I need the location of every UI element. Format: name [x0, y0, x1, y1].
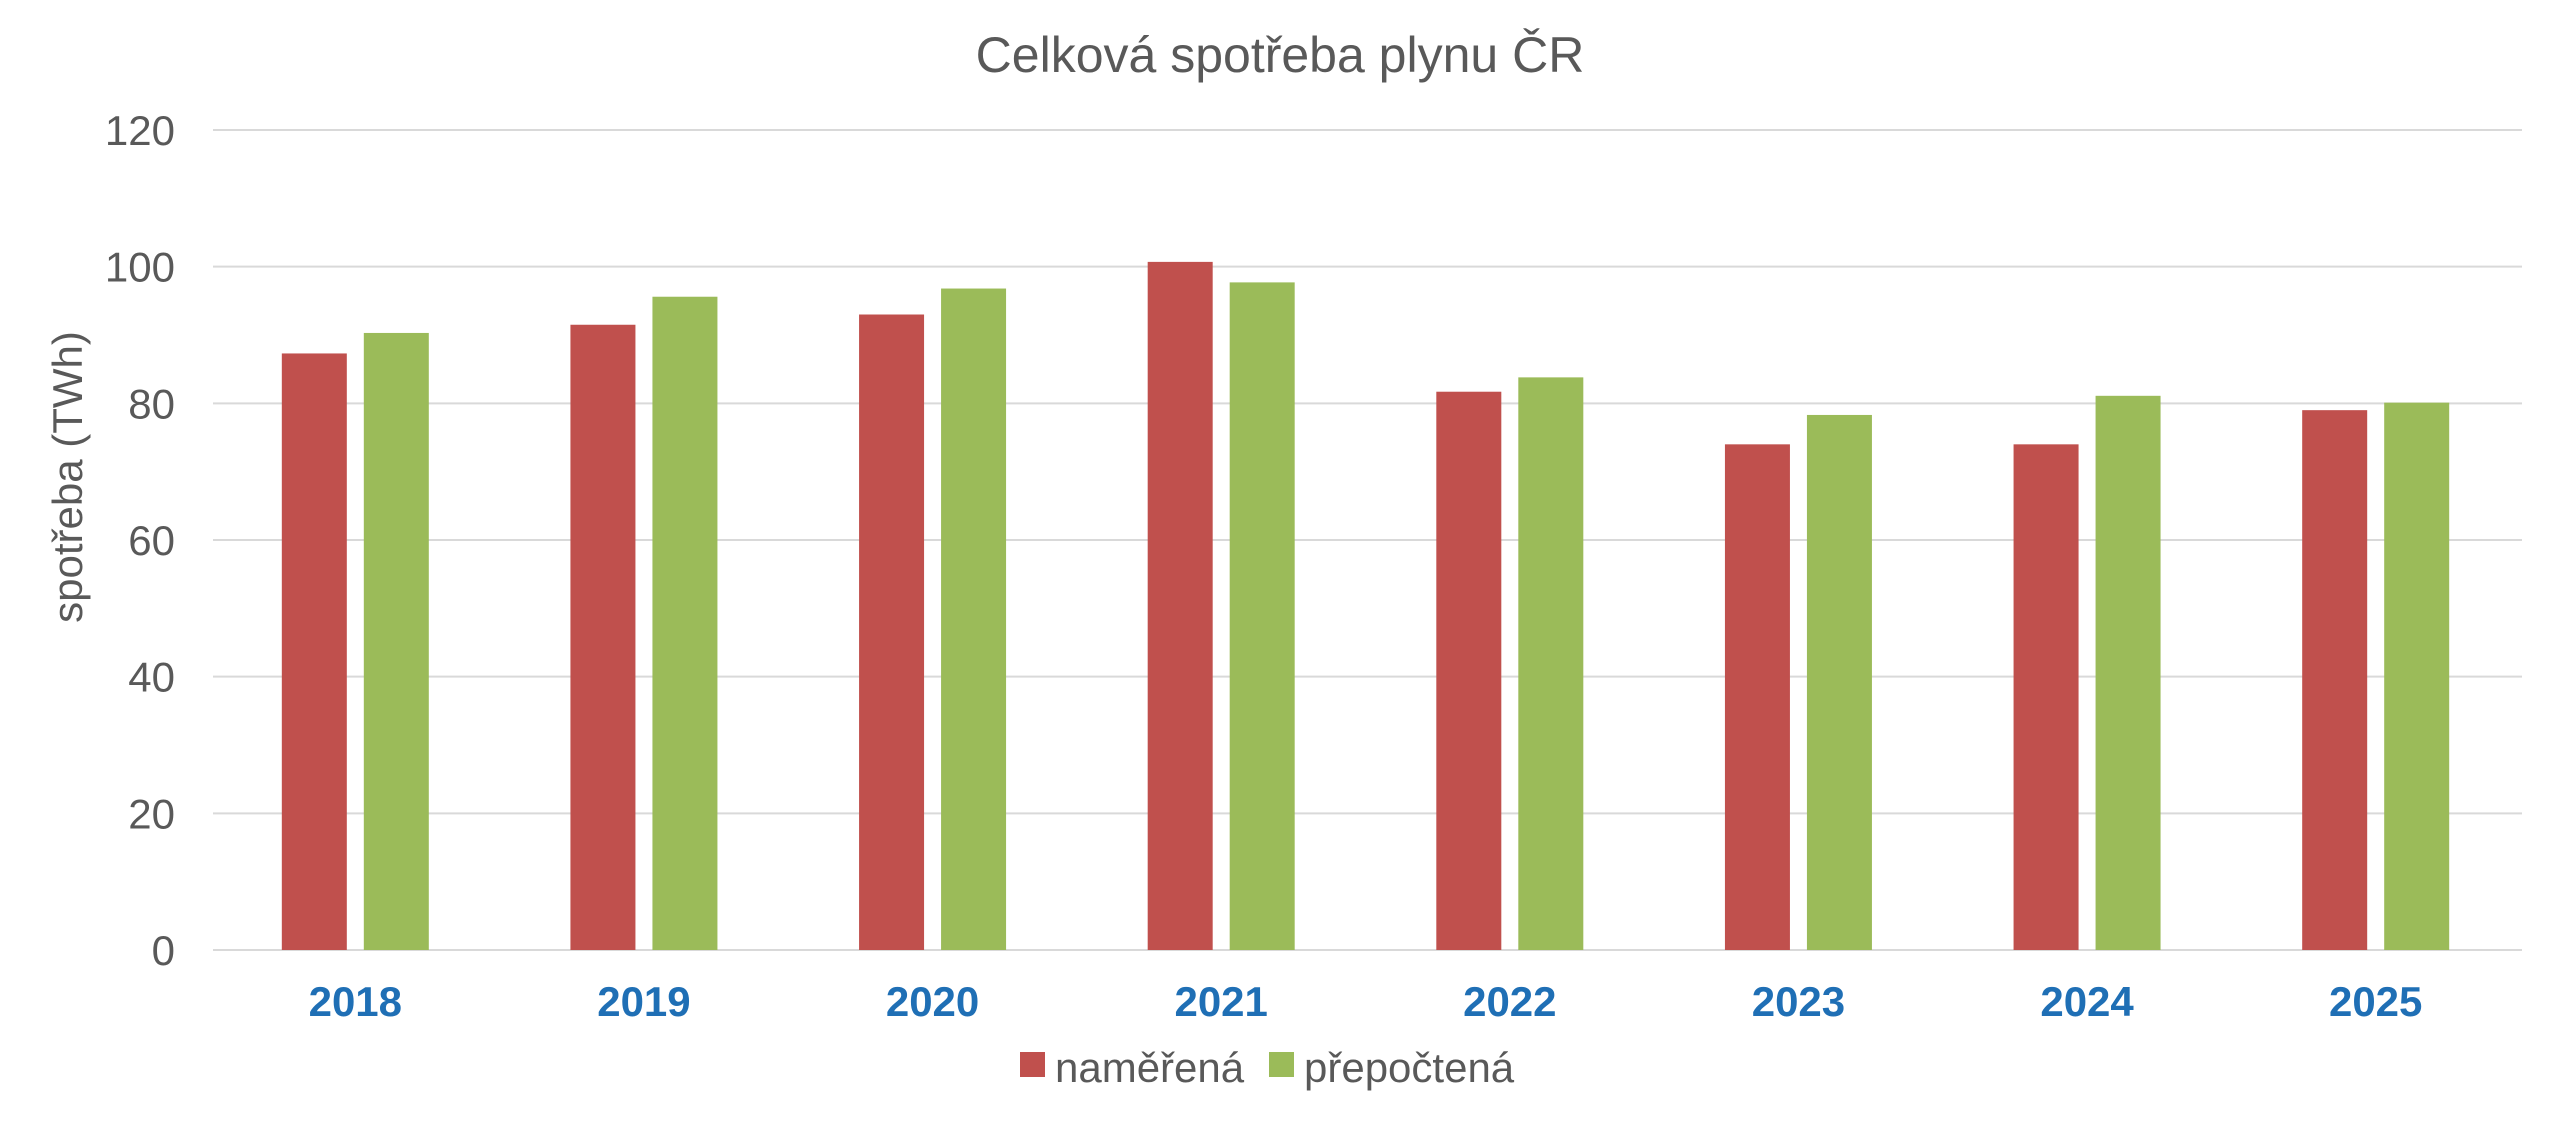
y-tick-label: 20 — [128, 790, 175, 837]
x-axis-ticks: 2018 2019 2020 2021 2022 2023 2024 2025 — [309, 978, 2423, 1025]
bar-2019-series-1 — [570, 324, 636, 950]
bar-2018-series-2 — [363, 332, 429, 950]
x-tick-label: 2021 — [1174, 978, 1267, 1025]
x-tick-label: 2023 — [1752, 978, 1845, 1025]
y-axis-ticks: 0 20 40 60 80 100 120 — [105, 107, 175, 974]
bar-2023-series-1 — [1724, 444, 1790, 950]
chart-title: Celková spotřeba plynu ČR — [976, 27, 1585, 83]
bar-2023-series-2 — [1806, 414, 1872, 950]
x-tick-label: 2024 — [2040, 978, 2134, 1025]
bar-2025-series-2 — [2384, 402, 2450, 950]
y-tick-label: 40 — [128, 654, 175, 701]
y-tick-label: 60 — [128, 517, 175, 564]
y-tick-label: 100 — [105, 244, 175, 291]
x-tick-label: 2022 — [1463, 978, 1556, 1025]
bar-2022-series-1 — [1436, 391, 1502, 950]
legend-label: naměřená — [1055, 1044, 1245, 1091]
legend-swatch — [1269, 1052, 1294, 1077]
bar-2021-series-2 — [1229, 282, 1295, 951]
legend-label: přepočtená — [1304, 1044, 1515, 1091]
x-tick-label: 2025 — [2329, 978, 2422, 1025]
bar-2024-series-2 — [2095, 395, 2161, 951]
y-tick-label: 120 — [105, 107, 175, 154]
x-tick-label: 2019 — [597, 978, 690, 1025]
bar-2024-series-1 — [2013, 444, 2079, 950]
y-tick-label: 0 — [152, 927, 175, 974]
x-tick-label: 2020 — [886, 978, 979, 1025]
legend-swatch — [1020, 1052, 1045, 1077]
bar-2018-series-1 — [281, 353, 347, 950]
bars — [281, 261, 2450, 951]
bar-2019-series-2 — [652, 296, 718, 950]
legend: naměřená přepočtená — [1020, 1044, 1515, 1091]
gridlines — [213, 129, 2522, 951]
bar-2021-series-1 — [1147, 261, 1213, 951]
bar-2020-series-1 — [859, 314, 925, 950]
bar-2025-series-1 — [2302, 410, 2368, 951]
y-tick-label: 80 — [128, 380, 175, 427]
y-axis-label: spotřeba (TWh) — [44, 331, 91, 623]
bar-2022-series-2 — [1518, 377, 1584, 950]
x-tick-label: 2018 — [309, 978, 402, 1025]
bar-2020-series-2 — [941, 288, 1007, 950]
